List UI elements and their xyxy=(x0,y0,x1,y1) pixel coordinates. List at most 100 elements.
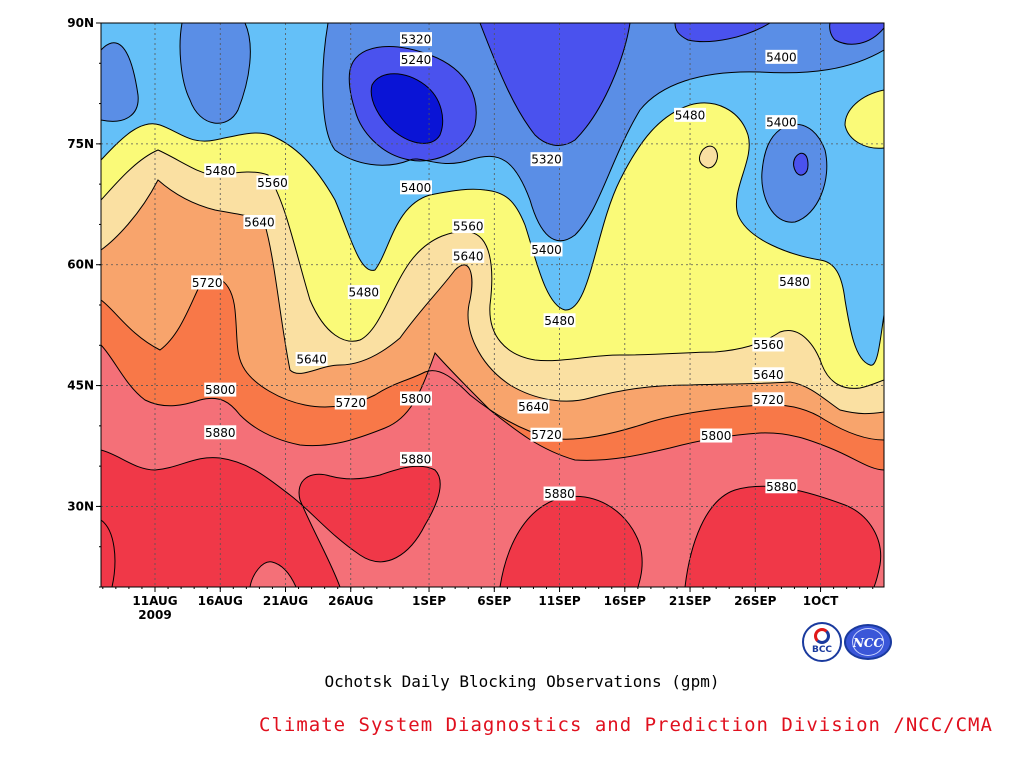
contour-label-bg xyxy=(256,175,289,190)
band-5320-5400 xyxy=(101,23,884,241)
band-above-5880 xyxy=(101,450,881,587)
y-tick-label: 45N xyxy=(67,379,94,393)
contour-label-text: 5880 xyxy=(544,487,575,501)
contour-label-bg xyxy=(543,313,576,328)
x-tick-label: 1SEP xyxy=(412,594,446,608)
y-tick-label: 90N xyxy=(67,16,94,30)
contour-label-bg xyxy=(191,275,224,290)
contour-label-bg xyxy=(204,425,237,440)
bcc-logo-mark xyxy=(814,628,830,644)
contour-label: 5400 xyxy=(765,115,798,130)
x-tick-label: 21SEP xyxy=(669,594,712,608)
contour-label-text: 5240 xyxy=(401,53,432,67)
contour-label-text: 5720 xyxy=(531,428,562,442)
contour-label-bg xyxy=(400,180,432,195)
contour-label-bg xyxy=(400,32,432,47)
contour-label: 5720 xyxy=(752,392,785,407)
contour-label-text: 5640 xyxy=(244,216,275,230)
contour-label-bg xyxy=(204,163,237,178)
contour-label: 5480 xyxy=(347,285,380,300)
contour-label-text: 5480 xyxy=(779,275,810,289)
credit-line: Climate System Diagnostics and Predictio… xyxy=(259,714,993,736)
contour-label-bg xyxy=(778,274,811,289)
contour-label: 5880 xyxy=(204,425,237,440)
x-tick-label: 11SEP xyxy=(538,594,581,608)
contour-label: 5880 xyxy=(765,479,798,494)
contour-label-bg xyxy=(765,115,798,130)
contour-label: 5560 xyxy=(256,175,289,190)
contour-label-text: 5720 xyxy=(753,393,784,407)
y-tick-label: 60N xyxy=(67,258,94,272)
x-tick-label: 1OCT xyxy=(803,594,839,608)
x-tick-label: 6SEP xyxy=(477,594,511,608)
contour-label-text: 5400 xyxy=(531,243,562,257)
chart-title: Ochotsk Daily Blocking Observations (gpm… xyxy=(324,672,720,691)
ncc-logo-globe-lines xyxy=(852,628,884,656)
contour-label: 5400 xyxy=(400,180,432,195)
contour-label-text: 5720 xyxy=(192,276,223,290)
contour-label-text: 5640 xyxy=(753,368,784,382)
contour-field: 5320 5240 5400 5480 5400 5320 5480 5560 5400 5640… xyxy=(101,23,884,587)
contour-label-bg xyxy=(517,399,550,414)
contour-label-text: 5640 xyxy=(296,352,327,366)
contour-label: 5320 xyxy=(530,152,563,167)
gridlines xyxy=(101,23,884,587)
contour-label: 5800 xyxy=(400,391,432,406)
contour-label: 5640 xyxy=(752,367,785,382)
contour-label: 5320 xyxy=(400,32,432,47)
contour-label-bg xyxy=(452,219,485,234)
contour-label-bg xyxy=(400,52,432,67)
contour-label: 5720 xyxy=(334,395,367,410)
contour-label: 5560 xyxy=(752,337,785,352)
contour-label-text: 5560 xyxy=(753,338,784,352)
band-below-5240 xyxy=(371,73,443,144)
contour-label-text: 5880 xyxy=(205,426,236,440)
x-tick-label: 11AUG xyxy=(132,594,177,608)
contour-label-text: 5480 xyxy=(544,314,575,328)
contour-label-bg xyxy=(400,391,432,406)
contour-label-bg xyxy=(530,242,563,257)
contour-label-bg xyxy=(765,49,798,64)
contour-label: 5720 xyxy=(530,427,563,442)
contour-label-bg xyxy=(765,479,798,494)
contour-label: 5640 xyxy=(452,248,485,263)
contour-label-text: 5320 xyxy=(401,33,432,47)
contour-label: 5480 xyxy=(674,107,707,122)
contour-label-text: 5880 xyxy=(766,480,797,494)
contour-label-bg xyxy=(674,107,707,122)
contour-label-text: 5640 xyxy=(518,400,549,414)
band-5240-5320 xyxy=(349,23,884,161)
contour-label: 5480 xyxy=(778,274,811,289)
contour-label: 5640 xyxy=(243,215,276,230)
x-tick-label: 16AUG xyxy=(198,594,243,608)
contour-label: 5400 xyxy=(765,49,798,64)
contour-label: 5480 xyxy=(543,313,576,328)
x-tick-label: 26SEP xyxy=(734,594,777,608)
contour-label-text: 5640 xyxy=(453,249,484,263)
contour-label-bg xyxy=(530,152,563,167)
contour-label-text: 5800 xyxy=(205,383,236,397)
contour-label: 5880 xyxy=(400,451,432,466)
contour-label-bg xyxy=(543,486,576,501)
contour-label: 5800 xyxy=(204,382,237,397)
x-tick-label: 26AUG xyxy=(328,594,373,608)
contour-label: 5640 xyxy=(295,351,328,366)
contour-label-bg xyxy=(452,248,485,263)
contour-label-text: 5720 xyxy=(335,396,366,410)
contour-label-bg xyxy=(752,367,785,382)
y-tick-label: 75N xyxy=(67,137,94,151)
contour-label-bg xyxy=(347,285,380,300)
y-tick-label: 30N xyxy=(67,499,94,513)
contour-label: 5800 xyxy=(700,428,733,443)
contour-label-bg xyxy=(243,215,276,230)
x-tick-label: 16SEP xyxy=(604,594,647,608)
bcc-logo: BCC xyxy=(802,622,842,662)
contour-label: 5240 xyxy=(400,52,432,67)
contour-label: 5480 xyxy=(204,163,237,178)
contour-label-text: 5400 xyxy=(401,181,432,195)
ncc-logo-text: NCC xyxy=(852,636,884,650)
contour-labels: 5320 5240 5400 5480 5400 5320 5480 5560 5400 5640… xyxy=(191,32,811,501)
contour-label-text: 5560 xyxy=(453,220,484,234)
